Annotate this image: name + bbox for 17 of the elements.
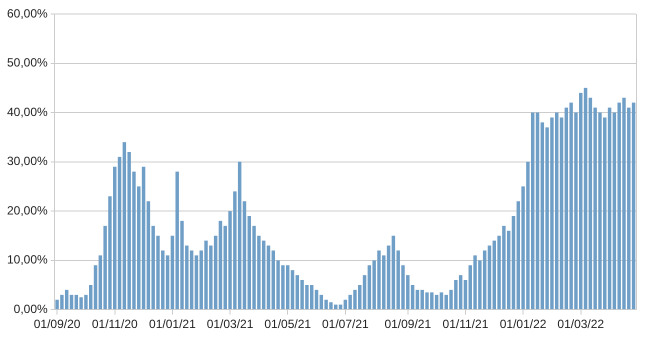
y-tick-label: 10,00% <box>6 252 48 267</box>
x-tick-label: 01/01/21 <box>149 317 196 332</box>
x-tick-label: 01/07/21 <box>322 317 370 332</box>
x-tick-label: 01/05/21 <box>264 317 312 332</box>
y-tick-label: 30,00% <box>6 154 48 168</box>
y-tick-label: 60,00% <box>6 6 48 20</box>
x-tick-label: 01/11/20 <box>92 317 138 332</box>
x-tick-label: 01/03/21 <box>206 317 254 332</box>
y-tick-label: 50,00% <box>6 56 48 70</box>
x-tick-label: 01/11/21 <box>442 317 489 332</box>
x-tick-label: 01/09/21 <box>384 317 432 332</box>
y-tick-label: 40,00% <box>6 104 48 119</box>
x-tick-label: 01/01/22 <box>500 317 547 332</box>
x-tick-label: 01/09/20 <box>34 317 81 332</box>
y-tick-label: 20,00% <box>6 203 48 218</box>
x-tick-label: 01/03/22 <box>557 317 604 332</box>
y-tick-label: 0,00% <box>14 302 48 316</box>
